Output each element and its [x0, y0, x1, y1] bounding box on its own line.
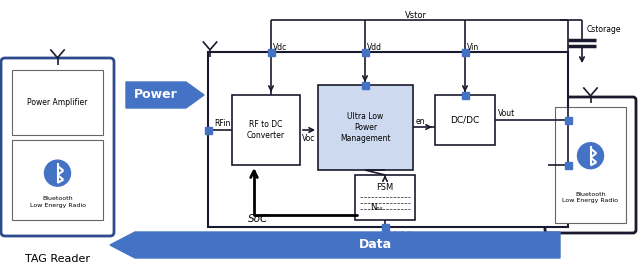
Text: Power: Power — [134, 89, 178, 101]
Text: Vdc: Vdc — [273, 42, 287, 52]
Text: Data: Data — [358, 238, 392, 252]
Text: Vin: Vin — [467, 42, 479, 52]
Bar — [565, 161, 572, 169]
Bar — [12, 70, 103, 135]
Text: Voc: Voc — [302, 134, 315, 143]
Bar — [555, 107, 626, 223]
Text: RFin: RFin — [214, 119, 230, 129]
Bar — [381, 224, 388, 230]
Text: en: en — [416, 118, 426, 127]
Bar — [462, 48, 469, 56]
Text: Vdd: Vdd — [367, 42, 382, 52]
Text: Power Amplifier: Power Amplifier — [28, 98, 88, 107]
Bar — [435, 95, 495, 145]
Bar — [355, 175, 415, 220]
Bar — [318, 85, 413, 170]
Bar — [12, 139, 103, 219]
Text: Ultra Low
Power
Management: Ultra Low Power Management — [340, 112, 391, 143]
Circle shape — [578, 143, 603, 169]
Text: RF to DC
Converter: RF to DC Converter — [247, 120, 285, 140]
Text: shdnb: shdnb — [391, 230, 415, 239]
Bar — [362, 81, 369, 89]
Bar — [267, 48, 274, 56]
Text: Bluetooth
Low Energy Radio: Bluetooth Low Energy Radio — [29, 196, 85, 207]
Text: Nₒₛ: Nₒₛ — [370, 202, 383, 212]
Text: SoC: SoC — [248, 214, 268, 224]
Text: Bluetooth
Low Energy Radio: Bluetooth Low Energy Radio — [563, 192, 619, 203]
Text: Vstor: Vstor — [404, 10, 426, 19]
Text: FSM: FSM — [376, 182, 394, 192]
FancyBboxPatch shape — [1, 58, 114, 236]
Text: Cstorage: Cstorage — [587, 25, 622, 35]
Circle shape — [44, 160, 71, 186]
Text: TAG Reader: TAG Reader — [25, 254, 90, 264]
Bar — [565, 116, 572, 124]
Bar — [232, 95, 300, 165]
Bar — [462, 92, 469, 98]
Bar — [362, 48, 369, 56]
Bar — [208, 52, 568, 227]
Bar — [204, 127, 212, 133]
FancyArrow shape — [110, 232, 560, 258]
FancyArrow shape — [126, 82, 204, 108]
Text: Battery-free BLE Asset TAG: Battery-free BLE Asset TAG — [292, 240, 444, 250]
Text: DC/DC: DC/DC — [451, 116, 479, 124]
Text: Vout: Vout — [498, 110, 515, 118]
FancyBboxPatch shape — [545, 97, 636, 233]
